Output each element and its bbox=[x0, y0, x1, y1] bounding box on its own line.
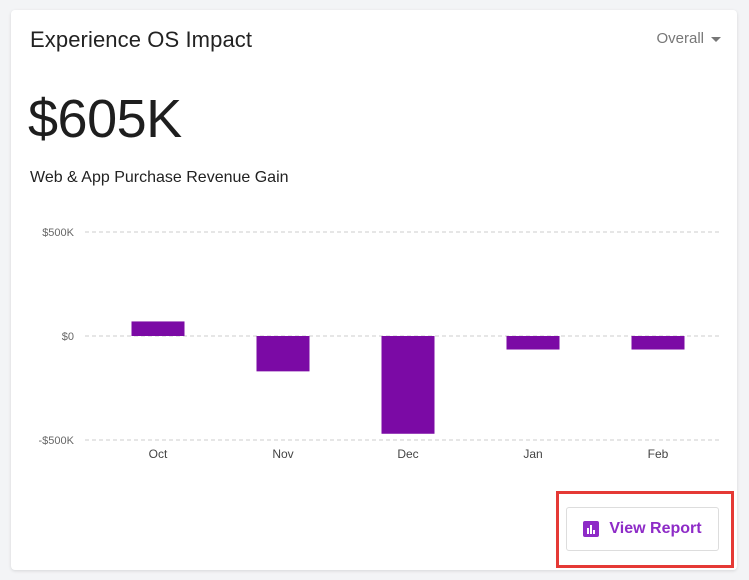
y-tick-label: $500K bbox=[42, 227, 74, 239]
x-tick-label: Nov bbox=[272, 447, 293, 461]
impact-card: Experience OS Impact Overall $605K Web &… bbox=[11, 10, 737, 570]
y-tick-label: -$500K bbox=[39, 435, 75, 447]
bar-dec bbox=[381, 336, 435, 434]
bar-oct bbox=[131, 321, 185, 336]
y-tick-label: $0 bbox=[62, 331, 74, 343]
view-report-label: View Report bbox=[609, 520, 702, 537]
x-tick-label: Oct bbox=[149, 447, 168, 461]
bar-chart-icon bbox=[583, 521, 600, 537]
x-tick-label: Jan bbox=[523, 447, 542, 461]
revenue-gain-label: Web & App Purchase Revenue Gain bbox=[30, 169, 289, 186]
card-title: Experience OS Impact bbox=[30, 27, 253, 52]
bar-feb bbox=[631, 336, 685, 350]
overall-dropdown[interactable]: Overall bbox=[656, 30, 721, 47]
caret-down-icon bbox=[711, 37, 721, 42]
dropdown-value: Overall bbox=[656, 30, 704, 47]
x-tick-label: Feb bbox=[648, 447, 669, 461]
bar-jan bbox=[506, 336, 560, 350]
view-report-button[interactable]: View Report bbox=[566, 507, 719, 551]
bar-nov bbox=[256, 336, 310, 372]
x-tick-label: Dec bbox=[397, 447, 418, 461]
revenue-gain-value: $605K bbox=[28, 89, 182, 149]
revenue-bar-chart: $500K $0 -$500K Oct Nov Dec Jan Feb bbox=[39, 227, 721, 461]
